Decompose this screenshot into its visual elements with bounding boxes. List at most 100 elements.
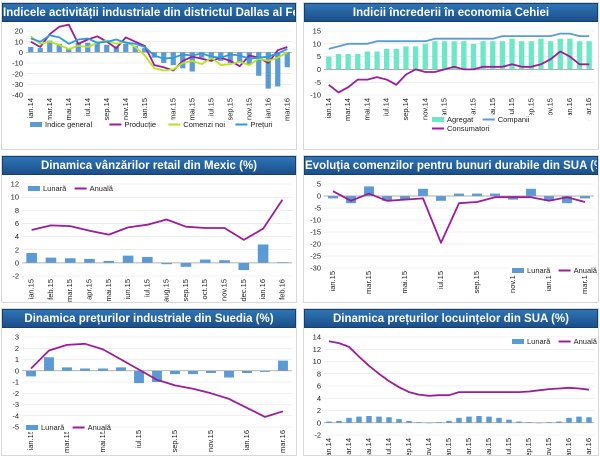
bar-agregat [326, 56, 332, 70]
chart-panel-dallas: Indicele activității industriale din dis… [1, 2, 297, 150]
bar-lunara [446, 420, 452, 423]
legend-swatch-lunara [26, 425, 38, 430]
bar-indice-general [94, 41, 100, 53]
chart-title: Dinamica prețurilor industriale din Sued… [2, 309, 296, 328]
bar-lunara [103, 260, 115, 263]
chart-title: Indicii încrederii în economia Cehiei [304, 3, 598, 22]
x-tick-label: iul.15 [436, 271, 445, 289]
legend-box [24, 423, 104, 432]
bar-lunara [472, 193, 482, 196]
x-tick-label: nov.15 [220, 279, 229, 301]
y-tick-label: 10 [313, 357, 321, 366]
bar-lunara [161, 262, 172, 265]
bar-indice-general [37, 48, 43, 53]
x-tick-label: aug.15 [162, 279, 171, 302]
bar-lunara [418, 188, 428, 196]
series-line-anuala [328, 340, 590, 397]
y-tick-label: 12 [11, 180, 19, 189]
y-tick-label: -15 [310, 228, 321, 237]
bar-lunara [62, 367, 72, 371]
x-tick-label: ian.14 [324, 438, 333, 455]
legend-label-companii: Companii [498, 115, 530, 124]
bar-agregat [547, 41, 554, 70]
series-line-companii [328, 32, 590, 50]
bar-agregat [567, 38, 573, 70]
bar-lunara [562, 196, 572, 204]
series-line-productie [30, 23, 288, 72]
bar-lunara [242, 370, 252, 373]
bar-lunara [364, 186, 374, 196]
chart-title: Indicele activității industriale din dis… [2, 3, 296, 22]
x-tick-label: mar.14 [344, 438, 353, 455]
bar-indice-general [28, 47, 34, 53]
x-tick-label: ian.16 [544, 271, 553, 291]
bar-lunara [382, 196, 392, 201]
bar-agregat [519, 41, 525, 70]
x-tick-label: ian.16 [258, 279, 267, 299]
x-tick-label: sep.15 [526, 98, 535, 121]
x-tick-label: ian.16 [565, 98, 574, 118]
bar-indice-general [265, 52, 271, 89]
x-tick-label: ian.16 [263, 98, 272, 118]
bar-indice-general [132, 45, 138, 53]
y-tick-label: -30 [12, 80, 23, 89]
bar-lunara [206, 370, 216, 373]
bar-lunara [26, 253, 37, 263]
legend-label-anuala: Anuală [574, 266, 598, 275]
y-tick-label: -2 [12, 389, 19, 398]
y-tick-label: -5 [314, 204, 321, 213]
bar-indice-general [275, 52, 281, 87]
x-tick-label: mai.15 [98, 430, 107, 453]
x-tick-label: sep.14 [102, 98, 111, 121]
bar-indice-general [47, 40, 53, 53]
bar-lunara [224, 370, 234, 378]
x-tick-label: nov.14 [424, 438, 433, 455]
x-tick-label: mar.16 [584, 98, 593, 121]
x-tick-label: mai.14 [64, 98, 73, 121]
legend-label-lunara: Lunară [527, 266, 551, 275]
legend-label-consumatori: Consumatori [447, 124, 490, 133]
bar-agregat [528, 41, 534, 70]
chart-title: Dinamica prețurilor locuințelor din SUA … [304, 309, 598, 328]
bar-lunara [116, 367, 126, 371]
bar-lunara [26, 370, 36, 377]
bar-lunara [142, 256, 153, 263]
x-tick-label: mar.14 [45, 98, 54, 121]
y-tick-label: 5 [317, 52, 321, 61]
y-tick-label: 4 [15, 232, 19, 241]
bar-indice-general [66, 48, 72, 53]
bar-lunara [98, 368, 108, 371]
x-tick-label: mai.15 [104, 279, 113, 302]
bar-lunara [336, 420, 342, 423]
bar-indice-general [56, 43, 62, 53]
x-tick-label: ian.14 [324, 98, 333, 118]
bar-lunara [580, 196, 590, 199]
series-line-anuala [332, 190, 586, 244]
x-tick-label: mar.15 [468, 98, 477, 121]
legend-box [430, 115, 594, 133]
legend-swatch-agregat [432, 117, 444, 122]
legend-swatch-lunara [512, 268, 524, 273]
bar-lunara [188, 370, 198, 375]
bar-agregat [509, 38, 515, 70]
bar-agregat [451, 41, 457, 70]
bar-lunara [436, 196, 446, 201]
bar-indice-general [227, 52, 233, 63]
x-tick-label: mar.16 [282, 98, 291, 121]
x-tick-label: ian.15 [328, 271, 337, 291]
bar-agregat [538, 38, 544, 70]
y-tick-label: 6 [15, 219, 19, 228]
bar-lunara [486, 416, 492, 423]
bar-lunara [544, 196, 554, 201]
y-tick-label: 20 [15, 27, 23, 36]
x-tick-label: nov.15 [546, 98, 555, 120]
x-tick-label: sep.14 [404, 438, 413, 455]
x-tick-label: mai.15 [484, 438, 493, 455]
y-tick-label: 8 [317, 369, 321, 378]
bar-lunara [586, 417, 592, 423]
chart-title: Dinamica vânzărilor retail din Mexic (%) [2, 156, 296, 175]
bar-lunara [346, 417, 352, 423]
bar-lunara [64, 258, 76, 263]
chart-panel-sweden: Dinamica prețurilor industriale din Sued… [1, 308, 297, 456]
bar-indice-general [237, 52, 243, 62]
